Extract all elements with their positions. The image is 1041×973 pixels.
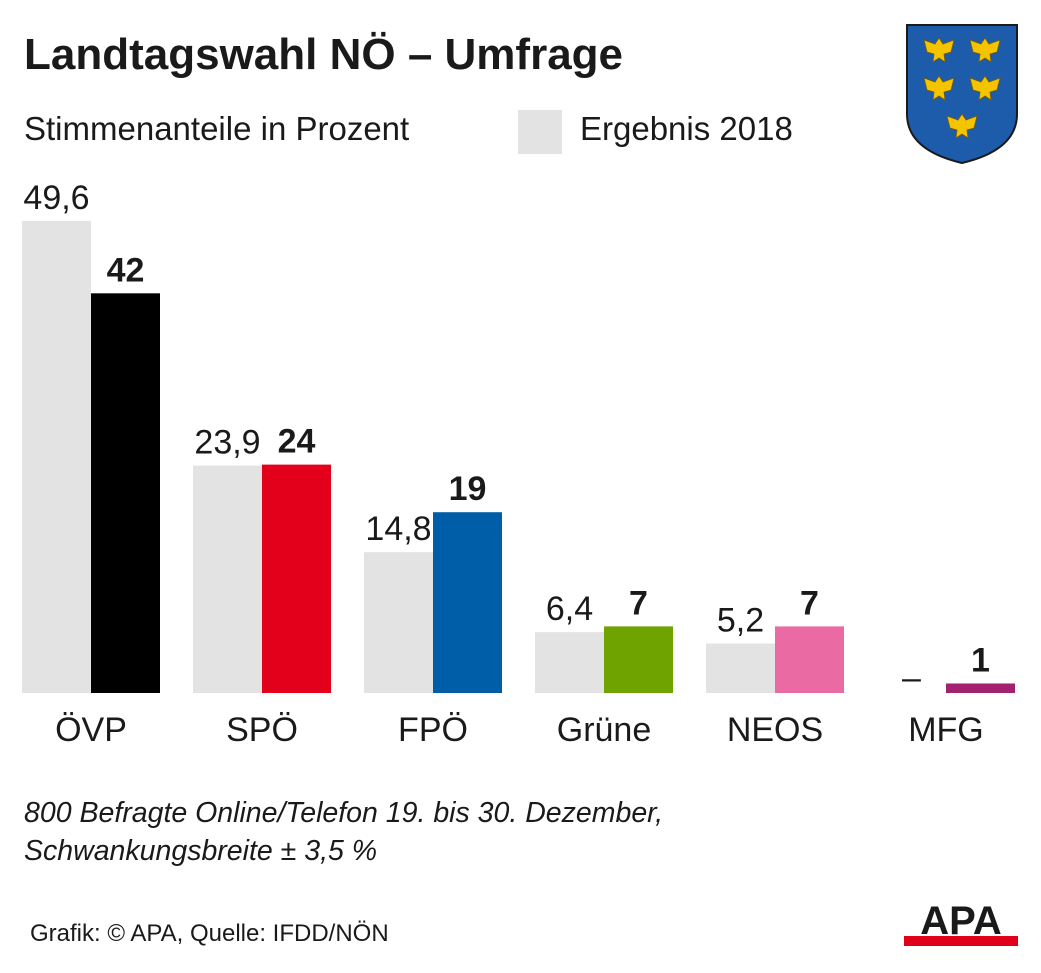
value-label-2018-mfg: –	[902, 659, 921, 697]
bar-2018-grüne	[535, 632, 604, 693]
bar-survey-fpö	[433, 512, 502, 693]
source-credit: Grafik: © APA, Quelle: IFDD/NÖN	[30, 920, 389, 947]
value-label-survey-mfg: 1	[971, 641, 990, 679]
value-label-survey-neos: 7	[800, 584, 819, 622]
bar-survey-grüne	[604, 626, 673, 693]
apa-logo: APA	[904, 900, 1018, 946]
chart-title: Landtagswahl NÖ – Umfrage	[24, 30, 624, 79]
value-label-survey-fpö: 19	[449, 470, 487, 508]
bar-2018-fpö	[364, 552, 433, 693]
eagle-icon	[923, 37, 955, 63]
bar-2018-neos	[706, 643, 775, 693]
category-label-fpö: FPÖ	[398, 711, 468, 749]
bar-survey-spö	[262, 464, 331, 693]
eagle-icon	[946, 113, 978, 139]
survey-note-line-2: Schwankungsbreite ± 3,5 %	[24, 835, 378, 867]
value-label-survey-grüne: 7	[629, 584, 648, 622]
value-label-survey-spö: 24	[278, 423, 316, 461]
value-label-2018-neos: 5,2	[717, 602, 764, 640]
value-label-2018-övp: 49,6	[23, 179, 89, 217]
bar-survey-neos	[775, 626, 844, 693]
category-label-mfg: MFG	[908, 711, 984, 749]
bar-survey-övp	[91, 293, 160, 693]
chart-subtitle: Stimmenanteile in Prozent	[24, 110, 410, 147]
category-label-grüne: Grüne	[557, 711, 652, 749]
legend-label-2018: Ergebnis 2018	[580, 110, 793, 147]
bar-survey-mfg	[946, 683, 1015, 693]
apa-logo-bar	[904, 936, 1018, 946]
survey-note-line-1: 800 Befragte Online/Telefon 19. bis 30. …	[24, 797, 664, 829]
eagle-icon	[969, 75, 1001, 101]
survey-note: 800 Befragte Online/Telefon 19. bis 30. …	[24, 794, 663, 870]
category-label-spö: SPÖ	[226, 711, 298, 749]
value-label-survey-övp: 42	[107, 251, 145, 289]
value-label-2018-fpö: 14,8	[365, 510, 431, 548]
apa-logo-text: APA	[920, 900, 1001, 943]
value-label-2018-grüne: 6,4	[546, 590, 593, 628]
category-label-neos: NEOS	[727, 711, 823, 749]
bar-chart: 49,6 42 ÖVP 23,9 24 SPÖ 14,8 19 FPÖ 6,4 7 Grüne 5,2 7…	[22, 179, 1015, 749]
legend-swatch-2018	[518, 110, 562, 154]
category-label-övp: ÖVP	[55, 711, 127, 749]
value-label-2018-spö: 23,9	[194, 424, 260, 462]
bar-2018-spö	[193, 465, 262, 693]
lower-austria-coat-of-arms-icon	[906, 24, 1018, 165]
eagle-icon	[969, 37, 1001, 63]
bar-2018-övp	[22, 221, 91, 693]
eagle-icon	[923, 75, 955, 101]
